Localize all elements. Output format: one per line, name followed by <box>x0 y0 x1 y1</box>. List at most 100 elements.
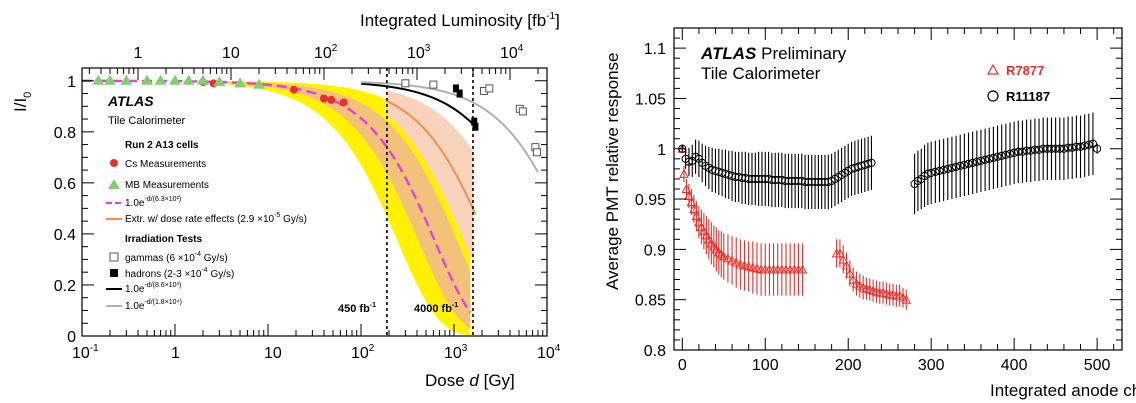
ry-tick-label-5: 1.05 <box>635 91 666 108</box>
gamma-point-2-0 <box>401 79 410 88</box>
legend-hadrons: hadrons (2-3 ×10-4 Gy/s) <box>110 267 234 280</box>
ry-tick-label-1: 0.85 <box>635 293 666 310</box>
ry-tick-label-3: 0.95 <box>635 192 666 209</box>
legend-r7877-marker <box>986 63 1000 75</box>
fit-curve-2 <box>361 81 539 173</box>
svg-text:Extr. w/ dose rate effects (2.: Extr. w/ dose rate effects (2.9 ×10-5 Gy… <box>125 212 307 225</box>
mb-point-1-10 <box>252 78 265 89</box>
left-experiment-label: ATLAS <box>107 93 154 109</box>
legend-r11187-marker <box>987 90 999 102</box>
top-tick-label-1: 10 <box>222 45 240 62</box>
r7877-point-40 <box>841 260 852 270</box>
gamma-point-2-1 <box>429 80 438 89</box>
svg-text:1.0e-d/(6.3×10²): 1.0e-d/(6.3×10²) <box>125 196 181 209</box>
r7877-point-39 <box>838 254 849 264</box>
mb-point-1-3 <box>141 74 154 85</box>
r7877-point-24 <box>747 262 758 272</box>
mb-point-1-8 <box>213 76 226 87</box>
legend-cs: Cs Measurements <box>110 159 206 170</box>
ry-tick-label-2: 0.9 <box>644 242 666 259</box>
legend-r11187: R11187 <box>987 89 1050 104</box>
legend-extrapolation: Extr. w/ dose rate effects (2.9 ×10-5 Gy… <box>106 212 307 225</box>
right-experiment-label: ATLAS Preliminary <box>700 44 847 63</box>
rx-tick-label-0: 0 <box>678 357 687 374</box>
y-tick-label-2: 0.4 <box>54 227 76 244</box>
mb-point-1-1 <box>103 74 116 85</box>
fit-curve-3 <box>386 100 477 215</box>
gamma-point-2-3 <box>485 84 494 93</box>
gamma-point-2-5 <box>518 107 527 116</box>
svg-text:gammas (6 ×10-4 Gy/s): gammas (6 ×10-4 Gy/s) <box>125 251 228 264</box>
legend-cs-marker <box>110 159 118 167</box>
y-tick-label-4: 0.8 <box>54 125 76 142</box>
r11187-point-57 <box>867 158 876 167</box>
hadron-point-3-0 <box>452 84 459 93</box>
x-tick-label-1: 1 <box>171 345 180 362</box>
left-subtitle: Tile Calorimeter <box>108 115 186 127</box>
x-axis-label: Dose d [Gy] <box>425 371 515 390</box>
ry-tick-label-4: 1 <box>657 142 666 159</box>
ry-tick-label-6: 1.1 <box>644 41 666 58</box>
gamma-point-2-7 <box>532 148 541 157</box>
r7877-point-21 <box>735 259 746 269</box>
mb-point-1-6 <box>182 74 195 85</box>
legend-gammas: gammas (6 ×10-4 Gy/s) <box>109 251 228 264</box>
r7877-point-1 <box>679 168 689 178</box>
band-orange <box>82 80 471 329</box>
r11187-point-103 <box>1093 144 1102 153</box>
dose-response-chart: 10-1 1 10 102 103 104 1 10 102 103 104 0 0.2 0.4 0.6… <box>11 11 560 390</box>
r7877-point-58 <box>901 294 912 304</box>
y-tick-label-3: 0.6 <box>54 176 76 193</box>
band-peach <box>386 90 473 262</box>
fit-curve-1 <box>360 82 477 128</box>
rx-tick-label-5: 500 <box>1084 357 1111 374</box>
right-x-axis-label: Integrated anode charge [C] <box>990 381 1136 400</box>
svg-text:R7877: R7877 <box>1006 63 1044 78</box>
r7877-point-42 <box>848 274 859 284</box>
mb-point-1-0 <box>92 74 105 85</box>
svg-text:Cs Measurements: Cs Measurements <box>125 159 206 170</box>
hadron-point-3-1 <box>456 89 463 98</box>
svg-text:R11187: R11187 <box>1006 89 1050 104</box>
legend-header-irradiation: Irradiation Tests <box>125 234 202 245</box>
rx-tick-label-3: 300 <box>918 357 945 374</box>
x-tick-label-5: 104 <box>537 343 560 362</box>
right-subtitle: Tile Calorimeter <box>701 64 821 83</box>
legend-mb-marker <box>108 179 120 189</box>
mb-point-1-2 <box>120 74 133 85</box>
hadron-point-3-3 <box>472 122 479 131</box>
legend-header-run2: Run 2 A13 cells <box>125 140 199 151</box>
y-axis-label: I/I0 <box>11 92 34 112</box>
rx-tick-label-1: 100 <box>752 357 779 374</box>
cs-point-0-3 <box>319 94 328 103</box>
top-tick-label-4: 104 <box>500 43 524 62</box>
svg-text:MB Measurements: MB Measurements <box>125 180 209 191</box>
rx-tick-label-2: 200 <box>835 357 862 374</box>
top-tick-label-3: 103 <box>407 43 431 62</box>
r7877-point-25 <box>752 263 762 273</box>
cs-point-0-4 <box>327 95 336 104</box>
r7877-point-19 <box>727 255 737 265</box>
x-tick-label-4: 103 <box>444 343 468 362</box>
top-axis-label: Integrated Luminosity [fb-1] <box>360 11 560 30</box>
x-tick-label-0: 10-1 <box>72 343 99 362</box>
mb-point-1-5 <box>169 74 181 85</box>
mb-point-1-4 <box>154 74 167 85</box>
r7877-point-36 <box>797 264 808 274</box>
ry-tick-label-0: 0.8 <box>644 343 666 360</box>
legend-fit-black: 1.0e-d/(8.6×10³) <box>106 282 181 295</box>
legend-mb: MB Measurements <box>108 179 209 191</box>
cs-point-0-2 <box>289 85 298 94</box>
r7877-point-17 <box>718 251 729 261</box>
y-tick-label-5: 1 <box>67 74 76 91</box>
x-tick-label-2: 10 <box>264 345 282 362</box>
hadron-point-3-2 <box>471 117 478 126</box>
svg-text:1.0e-d/(1.8×10⁴): 1.0e-d/(1.8×10⁴) <box>125 299 182 312</box>
legend-fit-grey: 1.0e-d/(1.8×10⁴) <box>106 299 182 312</box>
pmt-response-chart: 0 100 200 300 400 500 0.80.850.90.9511.051.1 … <box>603 27 1136 400</box>
mb-point-1-7 <box>196 74 209 85</box>
svg-text:1.0e-d/(8.6×10³): 1.0e-d/(8.6×10³) <box>125 282 181 295</box>
r7877-point-38 <box>835 248 845 258</box>
legend-r7877: R7877 <box>986 63 1044 78</box>
r7877-point-41 <box>845 268 855 278</box>
